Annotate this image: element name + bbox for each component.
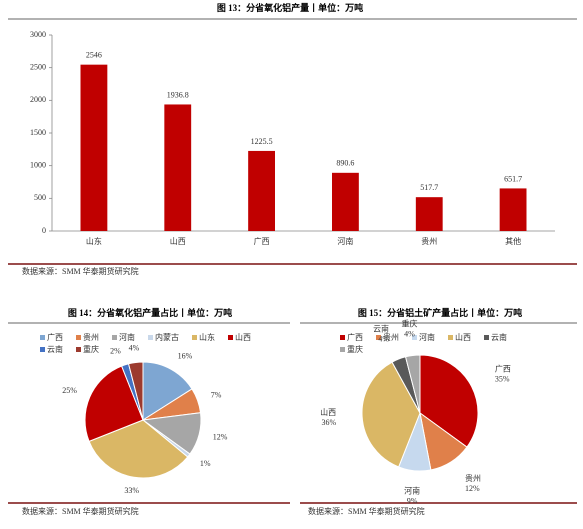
value-label: 890.6 [336,159,354,168]
legend-label: 贵州 [383,332,399,342]
legend-label: 云南 [47,344,63,354]
y-tick-label: 1500 [30,128,46,137]
legend-swatch [40,347,45,352]
slice-label: 12% [213,433,228,442]
chart-title: 图 14：分省氧化铝产量占比丨单位：万吨 [68,307,232,318]
slice-name: 河南 [404,485,420,495]
bar [499,188,527,231]
legend-swatch [40,335,45,340]
slice-label: 2% [110,346,121,355]
slice-label: 4% [129,343,140,352]
slice-label: 36% [321,418,336,427]
pie-slice [84,365,144,443]
bar [164,104,192,231]
slice-name: 广西 [495,364,511,374]
x-tick-label: 山东 [86,236,102,246]
legend-label: 广西 [347,332,363,342]
legend-swatch [192,335,197,340]
legend-label: 重庆 [83,344,99,354]
slice-label: 4% [404,329,415,338]
pie-slice [361,361,421,468]
legend-label: 山东 [199,332,215,342]
slice-name: 重庆 [401,318,417,328]
x-tick-label: 其他 [505,236,521,246]
y-tick-label: 1000 [30,160,46,169]
source: 数据来源：SMM 华泰期货研究院 [22,266,139,276]
slice-name: 贵州 [465,473,481,483]
legend-label: 重庆 [347,344,363,354]
legend-label: 云南 [491,332,507,342]
slice-label: 35% [495,375,510,384]
value-label: 517.7 [420,183,438,192]
bar [80,64,108,231]
legend-swatch [448,335,453,340]
value-label: 1936.8 [167,90,189,99]
chart-title: 图 15：分省铝土矿产量占比丨单位：万吨 [358,307,522,318]
pie-slice [419,354,479,448]
legend-swatch [340,335,345,340]
source: 数据来源：SMM 华泰期货研究院 [22,506,139,516]
source: 数据来源：SMM 华泰期货研究院 [308,506,425,516]
legend-label: 河南 [419,332,435,342]
pie-slice [404,354,421,414]
slice-label: 4% [378,335,389,344]
value-label: 2546 [86,50,102,59]
legend-swatch [76,347,81,352]
y-tick-label: 500 [34,193,46,202]
legend-label: 山西 [455,332,471,342]
slice-label: 33% [124,486,139,495]
legend-swatch [376,335,381,340]
pie-slice [88,419,189,479]
x-tick-label: 河南 [337,236,353,246]
slice-name: 山西 [320,407,336,417]
y-tick-label: 3000 [30,30,46,39]
legend-swatch [412,335,417,340]
bar [332,172,359,231]
slice-label: 25% [62,386,77,395]
x-tick-label: 山西 [170,236,186,246]
chart-title: 图 13：分省氧化铝产量丨单位：万吨 [217,2,363,13]
legend-label: 河南 [119,332,135,342]
legend-swatch [484,335,489,340]
y-tick-label: 2500 [30,62,46,71]
legend-swatch [340,347,345,352]
legend-label: 山西 [235,332,251,342]
legend-swatch [148,335,153,340]
legend-swatch [76,335,81,340]
slice-label: 1% [200,459,211,468]
pie-slice [142,361,193,421]
y-tick-label: 2000 [30,95,46,104]
value-label: 1225.5 [251,137,273,146]
legend-label: 贵州 [83,332,99,342]
slice-name: 云南 [373,324,389,334]
legend-label: 内蒙古 [155,332,179,342]
legend-swatch [228,335,233,340]
bar [248,150,275,231]
slice-label: 12% [465,484,480,493]
x-tick-label: 广西 [254,236,270,246]
x-tick-label: 贵州 [421,236,437,246]
pie-slice [127,361,144,421]
slice-label: 16% [178,352,193,361]
slice-label: 7% [211,390,222,399]
legend-label: 广西 [47,332,63,342]
y-tick-label: 0 [42,226,46,235]
bar [415,197,443,231]
legend-swatch [112,335,117,340]
value-label: 651.7 [504,174,522,183]
slice-label: 9% [407,496,418,505]
